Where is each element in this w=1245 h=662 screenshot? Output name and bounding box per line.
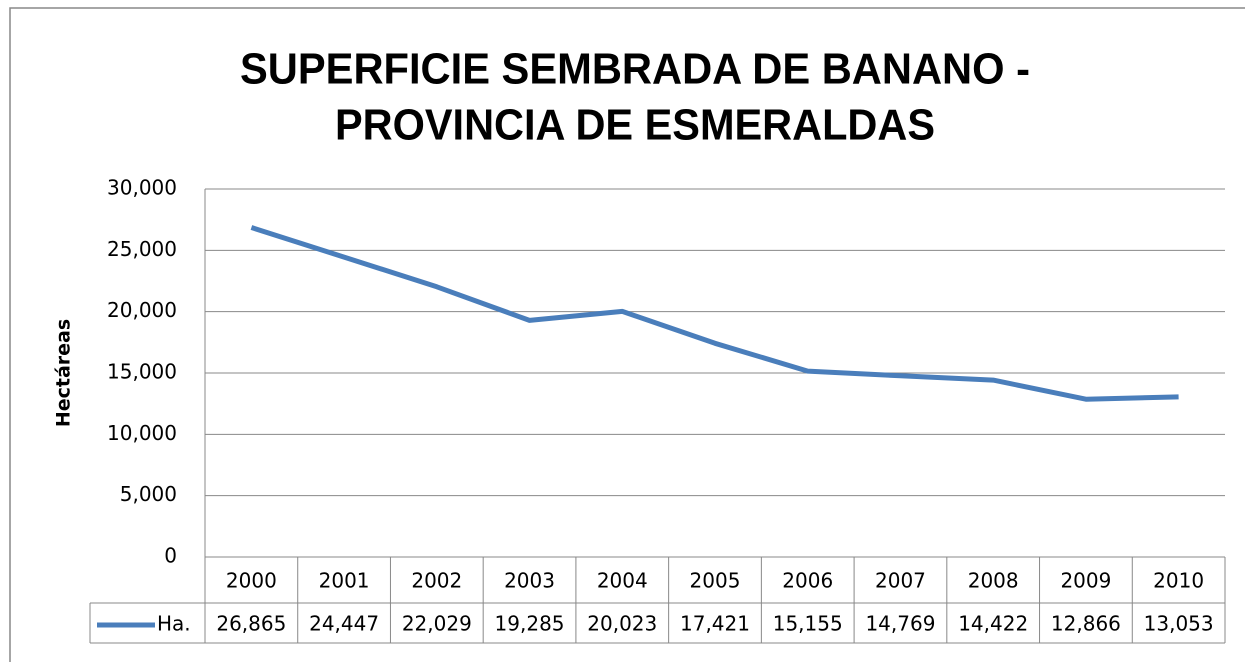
x-tick-label: 2002 [411, 569, 462, 593]
y-tick-label: 5,000 [120, 482, 177, 506]
x-tick-label: 2003 [504, 569, 555, 593]
x-tick-label: 2009 [1060, 569, 1111, 593]
y-tick-label: 20,000 [107, 298, 177, 322]
table-value: 14,422 [958, 612, 1028, 636]
table-value: 17,421 [680, 612, 750, 636]
x-tick-label: 2005 [690, 569, 741, 593]
y-tick-label: 10,000 [107, 421, 177, 445]
legend-label: Ha. [157, 612, 191, 636]
chart-title: SUPERFICIE SEMBRADA DE BANANO - [240, 45, 1030, 94]
x-tick-label: 2006 [782, 569, 833, 593]
table-value: 13,053 [1144, 612, 1214, 636]
table-value: 26,865 [216, 612, 286, 636]
table-value: 19,285 [495, 612, 565, 636]
chart-border [9, 7, 1245, 662]
table-value: 20,023 [587, 612, 657, 636]
table-value: 12,866 [1051, 612, 1121, 636]
table-value: 22,029 [402, 612, 472, 636]
table-value: 14,769 [865, 612, 935, 636]
x-tick-label: 2001 [319, 569, 370, 593]
x-tick-label: 2004 [597, 569, 648, 593]
x-tick-label: 2000 [226, 569, 277, 593]
y-tick-label: 25,000 [107, 237, 177, 261]
x-tick-label: 2010 [1153, 569, 1204, 593]
y-tick-label: 15,000 [107, 360, 177, 384]
table-value: 15,155 [773, 612, 843, 636]
y-tick-label: 30,000 [107, 176, 177, 200]
data-line [250, 225, 1179, 402]
y-tick-label: 0 [164, 544, 177, 568]
y-axis-label: Hectáreas [53, 319, 75, 427]
chart-title: PROVINCIA DE ESMERALDAS [335, 101, 935, 150]
x-tick-label: 2007 [875, 569, 926, 593]
table-value: 24,447 [309, 612, 379, 636]
x-tick-label: 2008 [968, 569, 1019, 593]
